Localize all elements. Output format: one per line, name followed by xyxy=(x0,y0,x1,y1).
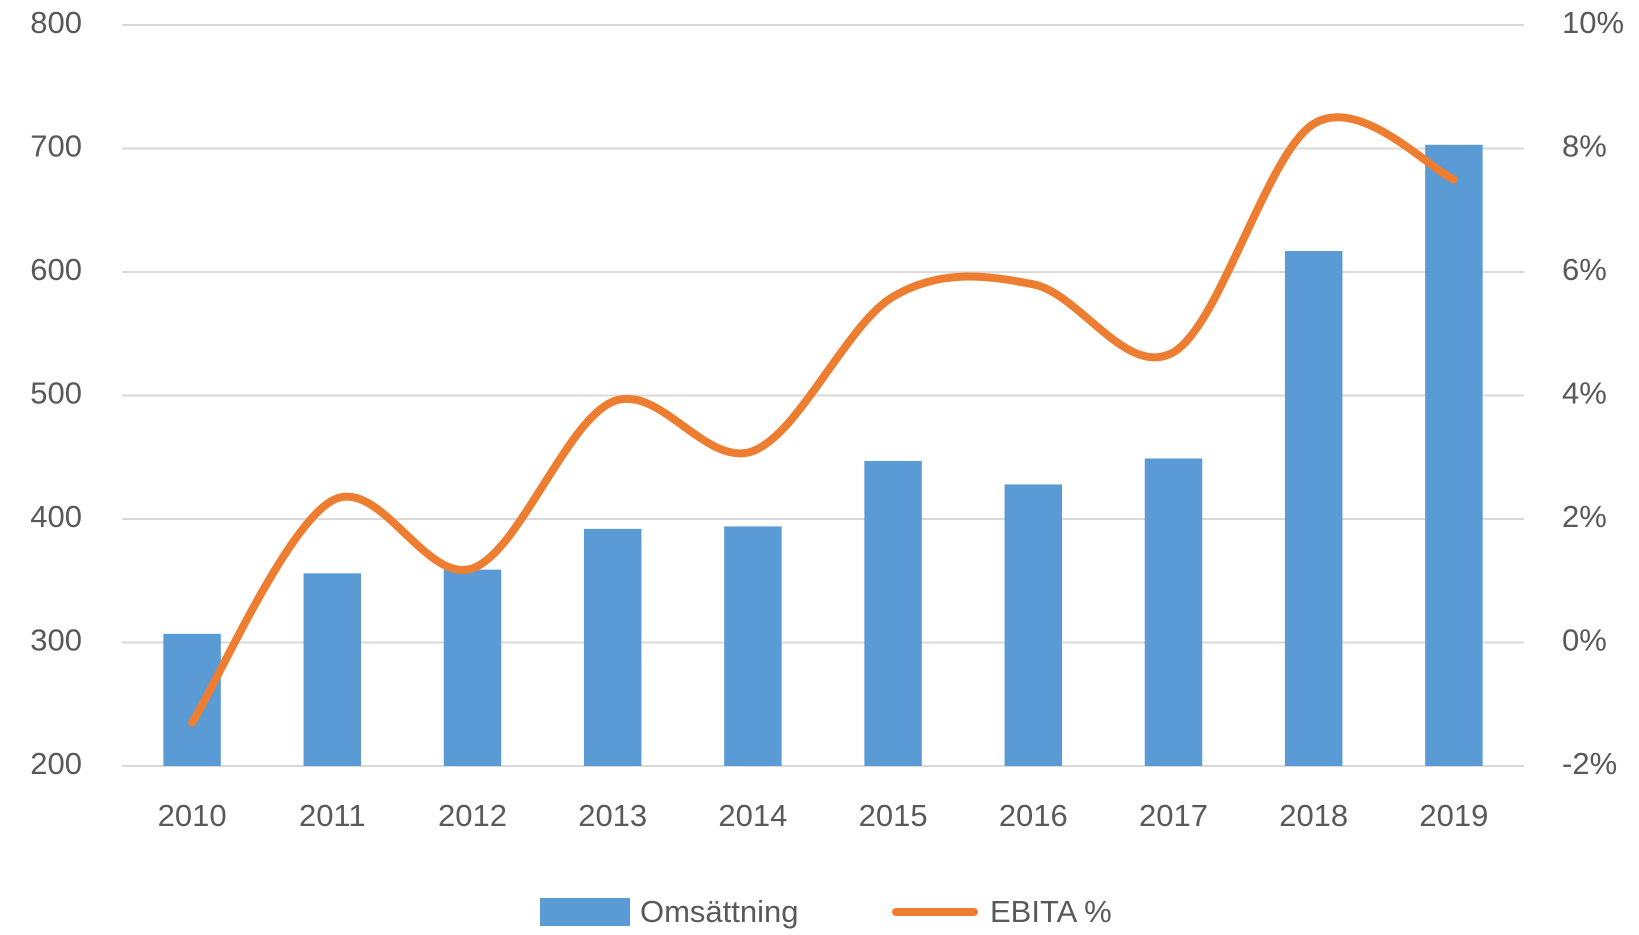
x-tick-label: 2019 xyxy=(1419,798,1488,833)
x-tick-label: 2012 xyxy=(438,798,507,833)
legend-swatch xyxy=(540,898,630,926)
y-tick-label: 200 xyxy=(30,746,82,781)
x-tick-label: 2014 xyxy=(718,798,787,833)
legend-label: EBITA % xyxy=(990,894,1112,929)
bar xyxy=(1144,458,1203,766)
bar xyxy=(1284,251,1343,766)
y2-tick-label: 6% xyxy=(1562,252,1607,287)
y2-tick-label: 10% xyxy=(1562,5,1624,40)
line xyxy=(188,113,1458,727)
bar xyxy=(1004,484,1063,766)
y-tick-label: 400 xyxy=(30,499,82,534)
x-tick-label: 2016 xyxy=(999,798,1068,833)
bar xyxy=(724,526,782,766)
bar xyxy=(864,460,922,766)
y2-tick-label: 2% xyxy=(1562,499,1607,534)
y-tick-label: 300 xyxy=(30,623,82,658)
bar xyxy=(1425,144,1483,767)
bar xyxy=(303,573,362,766)
x-tick-label: 2011 xyxy=(299,798,366,833)
y-tick-label: 600 xyxy=(30,252,82,287)
bar xyxy=(163,633,221,766)
y2-tick-label: 8% xyxy=(1562,129,1607,164)
y-tick-label: 800 xyxy=(30,5,82,40)
y-tick-label: 700 xyxy=(30,129,82,164)
y-tick-label: 500 xyxy=(30,376,82,411)
x-tick-label: 2017 xyxy=(1139,798,1208,833)
y2-tick-label: 4% xyxy=(1562,376,1607,411)
x-tick-label: 2013 xyxy=(578,798,647,833)
legend-label: Omsättning xyxy=(640,894,799,929)
x-tick-label: 2018 xyxy=(1279,798,1348,833)
y2-tick-label: 0% xyxy=(1562,623,1607,658)
bar xyxy=(583,528,642,766)
x-tick-label: 2015 xyxy=(859,798,928,833)
x-tick-label: 2010 xyxy=(158,798,227,833)
y2-tick-label: -2% xyxy=(1562,746,1617,781)
bar xyxy=(443,569,502,766)
